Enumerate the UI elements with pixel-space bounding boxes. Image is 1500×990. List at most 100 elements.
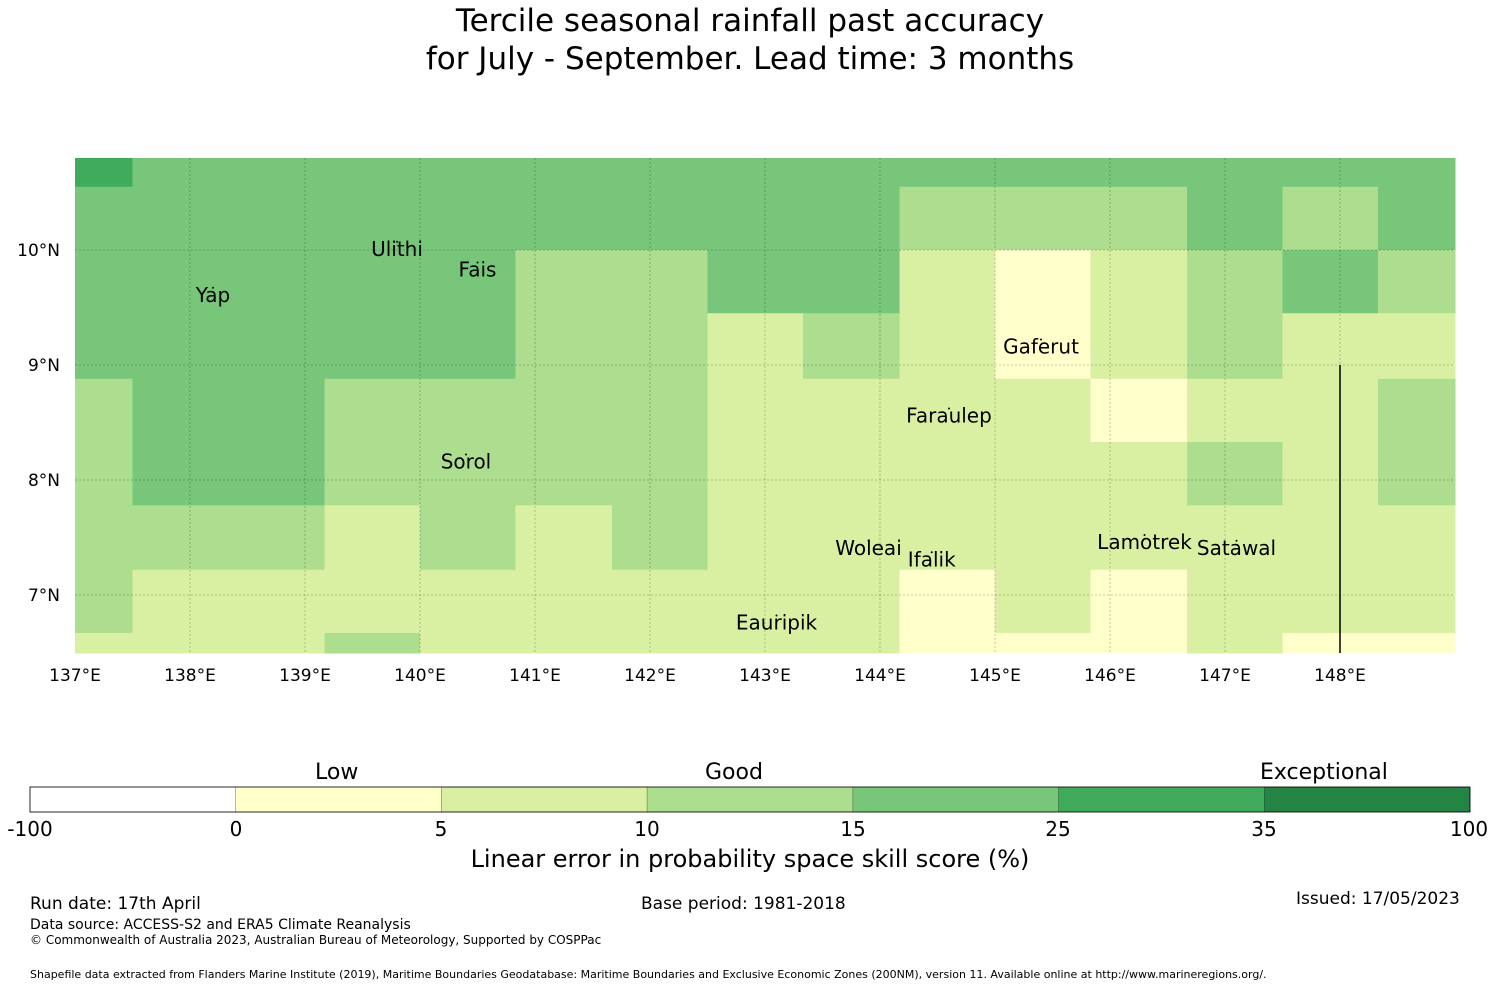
grid-cell [132, 186, 229, 251]
colorbar [29, 786, 1471, 813]
grid-cell [612, 378, 708, 443]
place-label: Sorol [441, 450, 492, 474]
grid-cell [515, 378, 613, 443]
grid-cell [707, 313, 804, 380]
longitude-tick-label: 142°E [624, 666, 676, 686]
grid-cell [1377, 378, 1456, 443]
grid-cell [707, 158, 804, 188]
grid-cell [995, 442, 1091, 506]
longitude-tick-label: 145°E [969, 666, 1021, 686]
grid-cell [515, 313, 613, 380]
grid-cell [227, 505, 326, 571]
place-label: Woleai [835, 536, 902, 560]
latitude-tick-label: 7°N [28, 586, 60, 606]
legend-tick: 5 [434, 817, 448, 841]
island-marker [212, 286, 214, 289]
colorbar-axis-label: Linear error in probability space skill … [470, 845, 1030, 873]
grid-cell [227, 378, 326, 443]
grid-cell [132, 632, 229, 654]
data-source: Data source: ACCESS-S2 and ERA5 Climate … [30, 917, 411, 933]
grid-cell [515, 569, 613, 634]
grid-cell [612, 250, 708, 314]
grid-cell [132, 250, 229, 314]
grid-cell [1187, 378, 1283, 443]
grid-cell [707, 250, 804, 314]
colorbar-segment [29, 786, 237, 813]
grid-cell [132, 505, 229, 571]
grid-cell [420, 378, 516, 443]
grid-cell [1282, 250, 1379, 314]
grid-cell [612, 186, 708, 251]
grid-cell [75, 505, 133, 571]
grid-cell [707, 378, 804, 443]
grid-cell [420, 313, 516, 380]
place-label: Lamotrek [1097, 530, 1192, 554]
colorbar-frame [29, 786, 1471, 813]
grid-cell [132, 313, 229, 380]
longitude-ticks: 137°E 138°E 139°E 140°E 141°E 142°E 143°E 144°E… [49, 666, 1366, 686]
grid-cell [612, 505, 708, 571]
grid-cell [899, 186, 996, 251]
island-marker [948, 407, 950, 410]
grid-cell [899, 569, 996, 634]
grid-cell [612, 313, 708, 380]
grid-cell [420, 442, 516, 506]
grid-cell [802, 505, 901, 571]
place-labels: Ulithi Fais Yap Gaferut Faraulep Sorol Woleai I… [195, 237, 1276, 635]
legend-label-exceptional: Exceptional [1260, 760, 1388, 785]
island-marker [775, 614, 778, 617]
grid-cell [1282, 632, 1379, 654]
island-marker [930, 551, 933, 554]
grid-cell [1090, 158, 1188, 188]
grid-cell [1377, 505, 1456, 571]
grid-cell [515, 250, 613, 314]
grid-cell [227, 313, 326, 380]
grid-cell [132, 442, 229, 506]
title-line-1: Tercile seasonal rainfall past accuracy [455, 3, 1045, 39]
skill-grid [75, 158, 1456, 654]
grid-cell [899, 158, 996, 188]
legend-label-low: Low [315, 760, 359, 785]
colorbar-segment [852, 786, 1059, 813]
grid-cell [132, 378, 229, 443]
grid-cell [324, 250, 421, 314]
grid-cell [1282, 158, 1379, 188]
longitude-tick-label: 143°E [739, 666, 791, 686]
longitude-tick-label: 147°E [1199, 666, 1251, 686]
grid-cell [324, 442, 421, 506]
legend-label-good: Good [705, 760, 763, 785]
grid-cell [995, 158, 1091, 188]
grid-cell [420, 505, 516, 571]
grid-cell [324, 313, 421, 380]
grid-cell [707, 505, 804, 571]
grid-cell [1377, 442, 1456, 506]
grid-cell [899, 313, 996, 380]
grid-cell [324, 186, 421, 251]
grid-cell [1377, 313, 1456, 380]
colorbar-segment [1058, 786, 1265, 813]
copyright: © Commonwealth of Australia 2023, Austra… [30, 933, 602, 947]
grid-cell [1187, 158, 1283, 188]
longitude-tick-label: 140°E [394, 666, 446, 686]
grid-cell [1187, 569, 1283, 634]
latitude-ticks: 10°N 9°N 8°N 7°N [17, 241, 60, 606]
grid-cell [995, 378, 1091, 443]
grid-cell [420, 186, 516, 251]
grid-cell [1282, 313, 1379, 380]
grid-cell [515, 186, 613, 251]
grid-cell [612, 632, 708, 654]
grid-cell [1282, 186, 1379, 251]
grid-cell [707, 186, 804, 251]
grid-cell [324, 505, 421, 571]
grid-cell [995, 505, 1091, 571]
grid-cell [1090, 378, 1188, 443]
grid-cell [802, 250, 901, 314]
map-title: Tercile seasonal rainfall past accuracy … [0, 2, 1500, 78]
grid-cell [227, 158, 326, 188]
legend-tick: 35 [1251, 817, 1277, 841]
grid-cell [515, 632, 613, 654]
grid-cell [802, 378, 901, 443]
legend-tick: 25 [1045, 817, 1071, 841]
place-label: Eauripik [736, 611, 818, 635]
